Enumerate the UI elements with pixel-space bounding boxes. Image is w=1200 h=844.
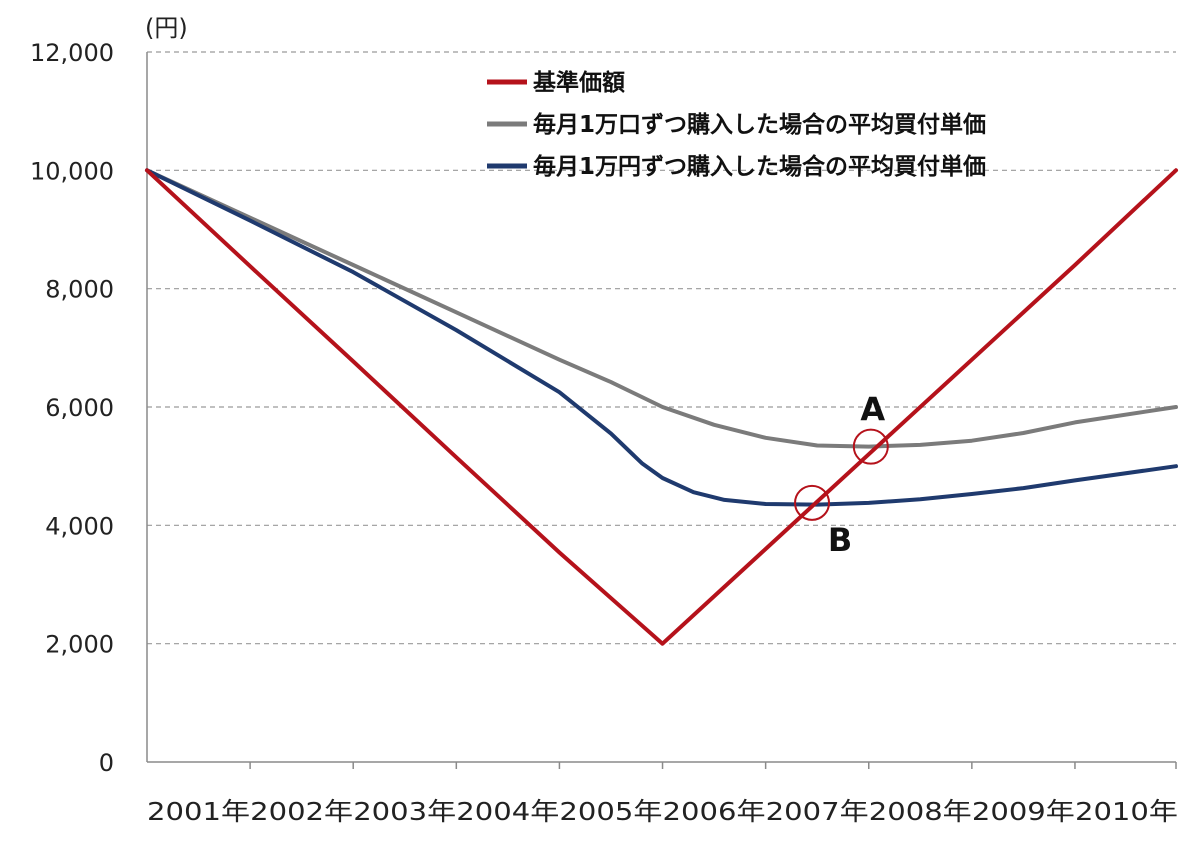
y-tick-label: 10,000 — [30, 157, 114, 185]
legend-label: 毎月1万円ずつ購入した場合の平均買付単価 — [533, 153, 986, 180]
annotations: AB — [794, 391, 889, 559]
x-tick-label: 2006年 — [663, 797, 766, 826]
x-tick-labels: 2001年 2002年 2003年 2004年 2005年 2006年 2007年 2008年… — [147, 797, 1178, 826]
y-unit-label: (円) — [145, 14, 188, 42]
x-tick-label: 2009年 — [972, 797, 1075, 826]
y-tick-label: 6,000 — [45, 394, 114, 422]
y-tick-label: 2,000 — [45, 631, 114, 659]
y-tick-label: 12,000 — [30, 39, 114, 67]
annotation-circle — [794, 484, 831, 521]
annotation-label: B — [828, 521, 852, 559]
legend-label: 毎月1万口ずつ購入した場合の平均買付単価 — [533, 111, 986, 138]
series-line-1 — [145, 168, 1178, 646]
x-tick-label: 2001年 — [147, 797, 250, 826]
gridlines — [147, 51, 1176, 645]
y-tick-label: 8,000 — [45, 276, 114, 304]
x-tick-label: 2005年 — [559, 797, 662, 826]
annotation-label: A — [860, 391, 885, 429]
y-tick-labels: 0 2,000 4,000 6,000 8,000 10,000 12,000 — [30, 39, 114, 777]
series-line-2 — [145, 168, 1178, 449]
annotation-circle — [852, 428, 889, 465]
series-lines — [145, 168, 1178, 646]
x-tick-label: 2008年 — [869, 797, 972, 826]
series-line-3 — [145, 168, 1178, 507]
x-tick-label: 2010年 — [1075, 797, 1178, 826]
legend: 基準価額毎月1万口ずつ購入した場合の平均買付単価毎月1万円ずつ購入した場合の平均… — [487, 69, 986, 180]
x-tick-label: 2004年 — [456, 797, 559, 826]
x-tick-label: 2003年 — [353, 797, 456, 826]
y-tick-label: 0 — [99, 749, 114, 777]
legend-label: 基準価額 — [533, 69, 625, 96]
x-tick-label: 2002年 — [250, 797, 353, 826]
y-tick-label: 4,000 — [45, 512, 114, 540]
x-tick-label: 2007年 — [766, 797, 869, 826]
